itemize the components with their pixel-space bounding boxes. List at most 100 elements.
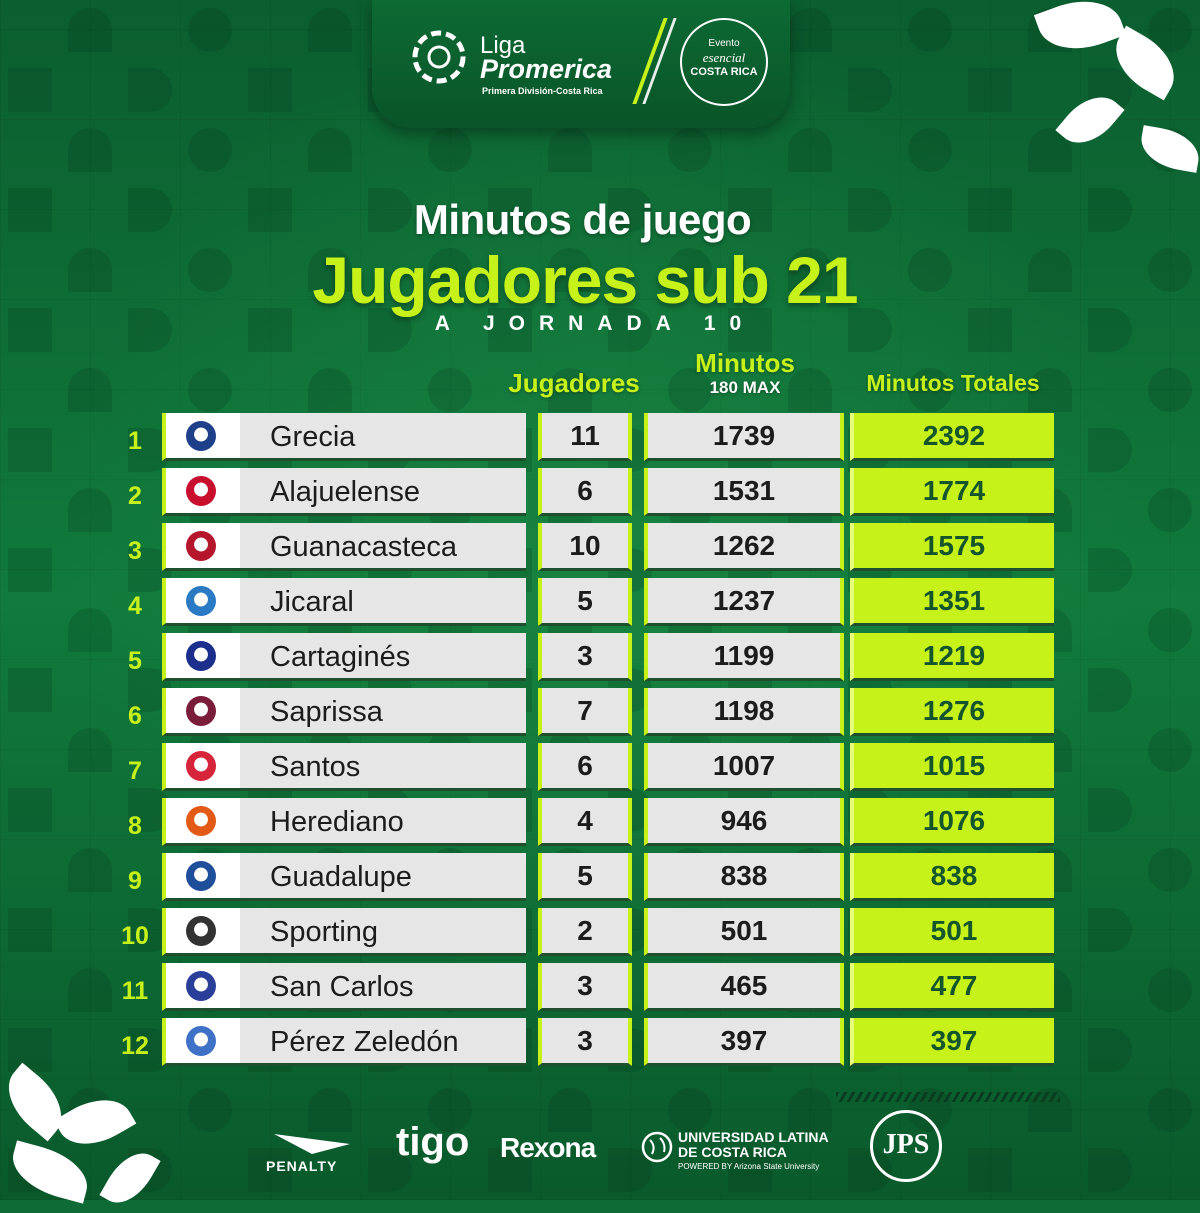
team-logo-box [166,1018,240,1063]
pattern-tile [548,128,592,172]
pattern-tile [1028,248,1072,292]
pattern-tile [188,128,232,172]
pattern-tile [488,188,532,232]
team-cell: Santos [162,743,526,791]
pattern-tile [428,368,472,412]
team-logo-box [166,798,240,843]
pattern-tile [68,8,112,52]
pattern-tile [908,368,952,412]
pattern-tile [368,188,412,232]
totales-cell: 1351 [850,578,1054,626]
pattern-tile [308,368,352,412]
pattern-tile [668,1088,712,1132]
jugadores-cell: 5 [538,578,632,626]
team-logo-box [166,523,240,568]
pattern-tile [128,188,172,232]
team-cell: Guanacasteca [162,523,526,571]
pattern-tile [308,248,352,292]
pattern-tile [968,308,1012,352]
pattern-tile [188,368,232,412]
minutos-cell: 465 [644,963,844,1011]
pattern-tile [188,248,232,292]
team-crest-icon [186,971,216,1001]
team-logo-box [166,963,240,1008]
pattern-tile [1088,1148,1132,1192]
pattern-tile [788,128,832,172]
column-header-jugadores: Jugadores [508,368,640,398]
pattern-tile [1148,608,1192,652]
costa-rica-word: COSTA RICA [690,66,758,78]
team-cell: Sporting [162,908,526,956]
pattern-tile [908,248,952,292]
team-logo-box [166,413,240,458]
team-name: Guadalupe [270,861,412,893]
totales-cell: 1575 [850,523,1054,571]
table-row: 10 Sporting 2 501 501 [0,908,1200,960]
minutos-cell: 1198 [644,688,844,736]
team-logo-box [166,578,240,623]
pattern-tile [368,1148,412,1192]
pattern-tile [968,68,1012,112]
pattern-tile [848,308,892,352]
pattern-tile [548,248,592,292]
pattern-tile [1088,548,1132,592]
sponsor-ulatina: UNIVERSIDAD LATINA DE COSTA RICA [678,1129,829,1160]
esencial-word: esencial [702,50,746,65]
totales-cell: 1219 [850,633,1054,681]
team-logo-box [166,743,240,788]
sponsor-rexona: Rexona [500,1132,596,1163]
title-jornada: A JORNADA 10 [434,312,756,335]
evento-esencial-logo: Evento esencial COSTA RICA [680,18,768,106]
jugadores-cell: 3 [538,633,632,681]
team-cell: Guadalupe [162,853,526,901]
pattern-tile [308,1088,352,1132]
pattern-tile [848,188,892,232]
jps-word: JPS [882,1129,930,1160]
pattern-tile [1088,908,1132,952]
minutos-cell: 1739 [644,413,844,461]
penalty-logo-icon [274,1134,350,1154]
pattern-tile [548,368,592,412]
sponsor-penalty: PENALTY [266,1158,338,1174]
team-cell: Cartaginés [162,633,526,681]
pattern-tile [368,308,412,352]
minutos-cell: 1531 [644,468,844,516]
team-crest-icon [186,696,216,726]
team-cell: Grecia [162,413,526,461]
pattern-tile [248,68,292,112]
pattern-tile [1088,1028,1132,1072]
pattern-tile [8,68,52,112]
table-row: 1 Grecia 11 1739 2392 [0,413,1200,465]
pattern-tile [488,1148,532,1192]
pattern-tile [8,788,52,832]
team-name: Grecia [270,421,356,453]
team-crest-icon [186,806,216,836]
rank-number: 1 [128,427,142,455]
pattern-tile [68,128,112,172]
pattern-tile [8,308,52,352]
hatch-decoration [836,1092,1060,1102]
jugadores-cell: 6 [538,743,632,791]
jugadores-cell: 3 [538,963,632,1011]
jugadores-cell: 11 [538,413,632,461]
promerica-word: Promerica [480,54,613,84]
team-cell: Pérez Zeledón [162,1018,526,1066]
rank-number: 9 [128,867,142,895]
jps-logo: JPS [870,1110,942,1182]
pattern-tile [8,908,52,952]
team-name: Sporting [270,916,379,948]
team-name: Pérez Zeledón [270,1026,459,1058]
pattern-tile [428,1088,472,1132]
table-row: 7 Santos 6 1007 1015 [0,743,1200,795]
pattern-tile [1088,188,1132,232]
team-crest-icon [186,861,216,891]
pattern-tile [1148,728,1192,772]
team-name: Saprissa [270,696,383,728]
pattern-tile [8,548,52,592]
minutos-cell: 1199 [644,633,844,681]
totales-cell: 838 [850,853,1054,901]
pattern-tile [668,368,712,412]
liga-word: Liga [480,32,526,59]
team-name: Jicaral [270,586,354,618]
jugadores-cell: 6 [538,468,632,516]
